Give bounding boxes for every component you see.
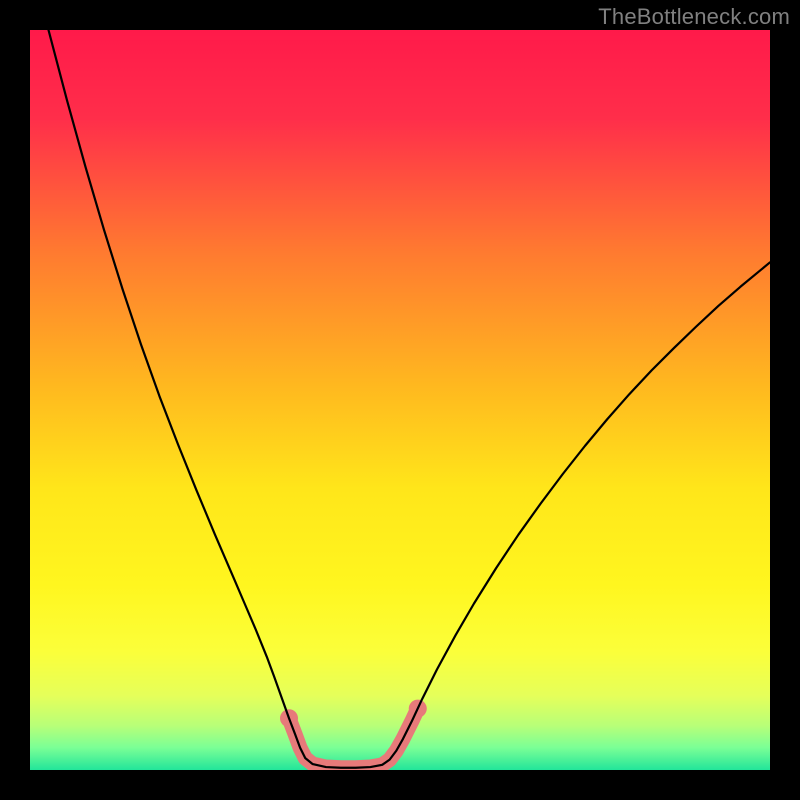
watermark-text: TheBottleneck.com bbox=[598, 4, 790, 30]
gradient-background bbox=[30, 30, 770, 770]
bottleneck-curve-chart bbox=[0, 0, 800, 800]
chart-container: TheBottleneck.com bbox=[0, 0, 800, 800]
